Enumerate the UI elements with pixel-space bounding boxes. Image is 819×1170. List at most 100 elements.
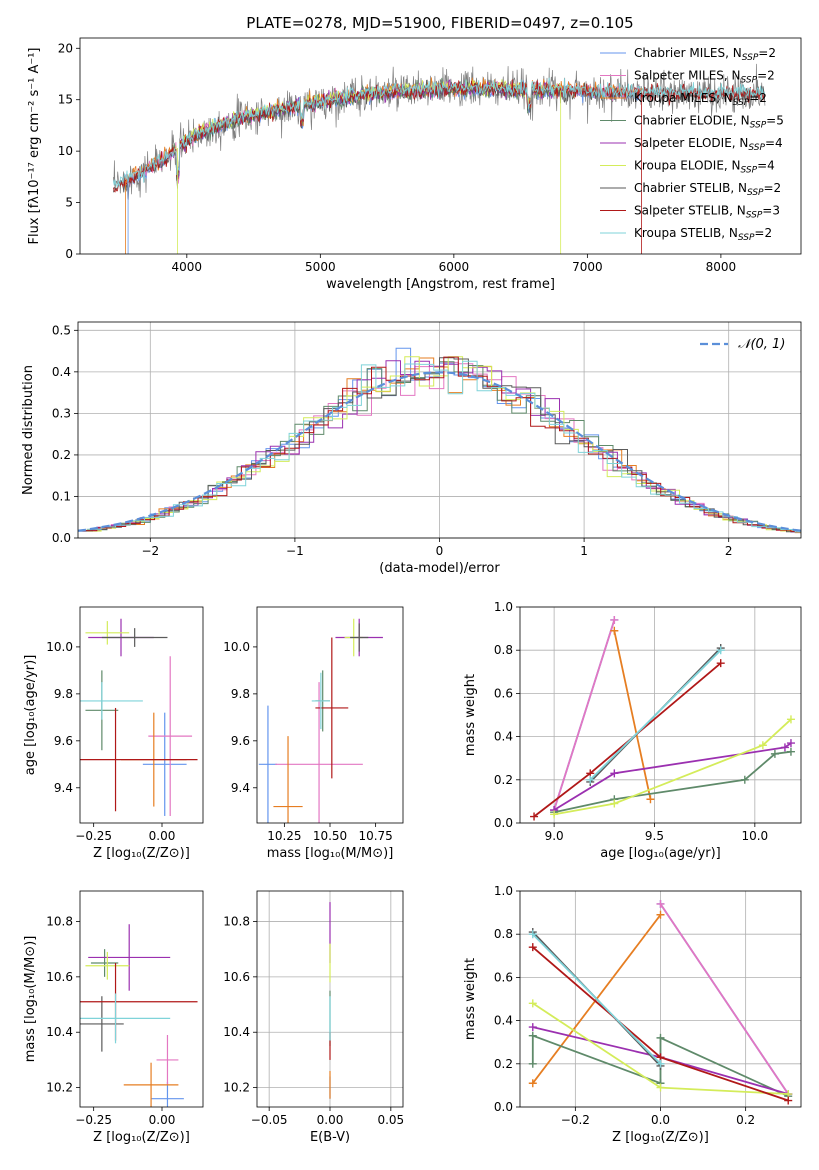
- histogram-kroupa_stelib: [86, 360, 801, 533]
- y-tick-label: 10: [58, 144, 73, 158]
- series-line: [613, 630, 652, 800]
- series-marker: [786, 747, 795, 756]
- series-marker: [786, 739, 795, 748]
- x-axis-label: wavelength [Angstrom, rest frame]: [326, 277, 555, 292]
- x-axis-label: Z [log₁₀(Z/Z⊙)]: [612, 1130, 709, 1145]
- axes-frame: [79, 606, 204, 824]
- y-axis-label: age [log₁₀(age/yr)]: [23, 655, 38, 776]
- x-axis-label: Z [log₁₀(Z/Z⊙)]: [93, 846, 190, 861]
- errorbar-chabrier_miles: [151, 1082, 184, 1107]
- series-salpeter_miles: [550, 615, 619, 815]
- series-salpeter_miles: [656, 899, 793, 1099]
- series-line: [553, 742, 792, 811]
- errorbar-kroupa_stelib: [80, 993, 171, 1044]
- y-tick-label: 0.2: [494, 1057, 513, 1071]
- plot-area-spectrum: [113, 63, 766, 254]
- x-tick-label: 1: [580, 544, 588, 558]
- panel-spectrum: 4000 5000 6000 7000 8000 0 5 10 15 20 wavelength […: [27, 14, 802, 292]
- series-marker: [610, 626, 619, 635]
- plot-area-mass_weight_vs_age: [530, 615, 795, 821]
- series-marker: [610, 799, 619, 808]
- y-tick-label: 0.2: [494, 773, 513, 787]
- y-tick-label: 0.3: [52, 406, 71, 420]
- x-tick-label: 10.75: [358, 829, 392, 843]
- errorbar-salpeter_stelib: [80, 707, 198, 812]
- series-line: [553, 619, 616, 811]
- legend-entry-kroupa_stelib: Kroupa STELIB, NSSP=2: [634, 226, 772, 243]
- x-tick-label: 9.5: [645, 829, 664, 843]
- y-tick-label: 0.0: [52, 531, 71, 545]
- y-tick-label: 9.8: [231, 687, 250, 701]
- y-axis-label: mass weight: [463, 958, 478, 1040]
- spectrum-model-kroupa_stelib: [113, 77, 766, 188]
- x-tick-label: −2: [141, 544, 159, 558]
- y-tick-label: 0.0: [494, 1100, 513, 1114]
- legend-entry-chabrier_stelib: Chabrier STELIB, NSSP=2: [634, 181, 781, 198]
- x-tick-label: 7000: [572, 260, 603, 274]
- x-tick-label: 2: [725, 544, 733, 558]
- legend-spectrum: Chabrier MILES, NSSP=2 Salpeter MILES, NS…: [600, 46, 784, 243]
- y-tick-label: 0.8: [494, 643, 513, 657]
- y-tick-label: 9.6: [54, 734, 73, 748]
- y-axis-label: mass [log₁₀(M/M⊙)]: [23, 936, 38, 1063]
- x-tick-label: 0.00: [317, 1113, 344, 1127]
- panel-mass_weight_vs_z: −0.2 0.0 0.2 0.0 0.2 0.4 0.6 0.8 1.0 Z [log₁₀(Z/Z…: [463, 884, 802, 1145]
- y-axis-label: Normed distribution: [21, 365, 36, 495]
- x-tick-label: 8000: [706, 260, 737, 274]
- legend-entry-salpeter_elodie: Salpeter ELODIE, NSSP=4: [634, 136, 783, 153]
- panel-age_vs_z: −0.25 0.00 9.4 9.6 9.8 10.0 Z [log₁₀(Z/Z⊙)] age…: [23, 606, 204, 861]
- errorbar-chabrier_miles: [258, 705, 278, 823]
- x-tick-label: 0.00: [149, 1113, 176, 1127]
- errorbar-chabrier_miles: [142, 712, 187, 816]
- series-marker: [528, 1059, 537, 1068]
- y-tick-label: 10.4: [223, 1025, 250, 1039]
- series-line: [532, 933, 662, 1065]
- errorbar-salpeter_miles: [275, 682, 363, 823]
- errorbar-salpeter_miles: [148, 656, 193, 816]
- series-marker: [656, 910, 665, 919]
- y-tick-label: 1.0: [494, 884, 513, 898]
- series-salpeter_stelib: [530, 659, 725, 821]
- y-tick-label: 0.6: [494, 686, 513, 700]
- x-tick-label: −0.2: [561, 1113, 590, 1127]
- x-tick-label: 9.0: [545, 829, 564, 843]
- x-tick-label: 5000: [305, 260, 336, 274]
- series-marker: [784, 1096, 793, 1105]
- series-line: [659, 903, 789, 1095]
- series-marker: [530, 812, 539, 821]
- series-marker: [528, 1031, 537, 1040]
- histogram-salpeter_elodie: [82, 360, 801, 533]
- series-marker: [528, 930, 537, 939]
- x-axis-label: E(B-V): [310, 1130, 350, 1145]
- plot-area-mass_weight_vs_z: [528, 899, 793, 1105]
- y-tick-label: 1.0: [494, 600, 513, 614]
- axes-frame: [77, 321, 802, 539]
- legend-entry-chabrier_elodie: Chabrier ELODIE, NSSP=5: [634, 114, 784, 131]
- panel-mass_weight_vs_age: 9.0 9.5 10.0 0.0 0.2 0.4 0.6 0.8 1.0 age [log₁₀(a…: [463, 600, 802, 861]
- y-axis-label: Flux [fλ10⁻¹⁷ erg cm⁻² s⁻¹ A⁻¹]: [27, 48, 42, 245]
- y-tick-label: 5: [65, 196, 73, 210]
- y-tick-label: 0.4: [52, 365, 71, 379]
- x-tick-label: −1: [286, 544, 304, 558]
- x-axis-label: (data-model)/error: [379, 561, 500, 576]
- x-axis-label: age [log₁₀(age/yr)]: [600, 846, 721, 861]
- y-tick-label: 9.8: [54, 687, 73, 701]
- y-tick-label: 10.4: [46, 1025, 73, 1039]
- errorbar-salpeter_miles: [156, 1035, 179, 1085]
- errorbar-chabrier_elodie: [90, 949, 119, 977]
- x-tick-label: 0.05: [377, 1113, 404, 1127]
- y-tick-label: 9.4: [231, 781, 250, 795]
- series-marker: [656, 1083, 665, 1092]
- axes-frame: [79, 890, 204, 1108]
- y-tick-label: 10.0: [223, 640, 250, 654]
- series-marker: [656, 899, 665, 908]
- histogram-chabrier_stelib: [78, 357, 801, 534]
- y-tick-label: 15: [58, 93, 73, 107]
- y-tick-label: 0.2: [52, 448, 71, 462]
- histogram-kroupa_elodie: [86, 356, 801, 532]
- y-tick-label: 0.4: [494, 730, 513, 744]
- legend-entry-salpeter_miles: Salpeter MILES, NSSP=2: [634, 69, 775, 86]
- legend-entry-chabrier_miles: Chabrier MILES, NSSP=2: [634, 46, 776, 63]
- panel-mass_vs_z: −0.25 0.00 10.2 10.4 10.6 10.8 Z [log₁₀(Z/Z⊙)]…: [23, 890, 204, 1145]
- y-tick-label: 10.0: [46, 640, 73, 654]
